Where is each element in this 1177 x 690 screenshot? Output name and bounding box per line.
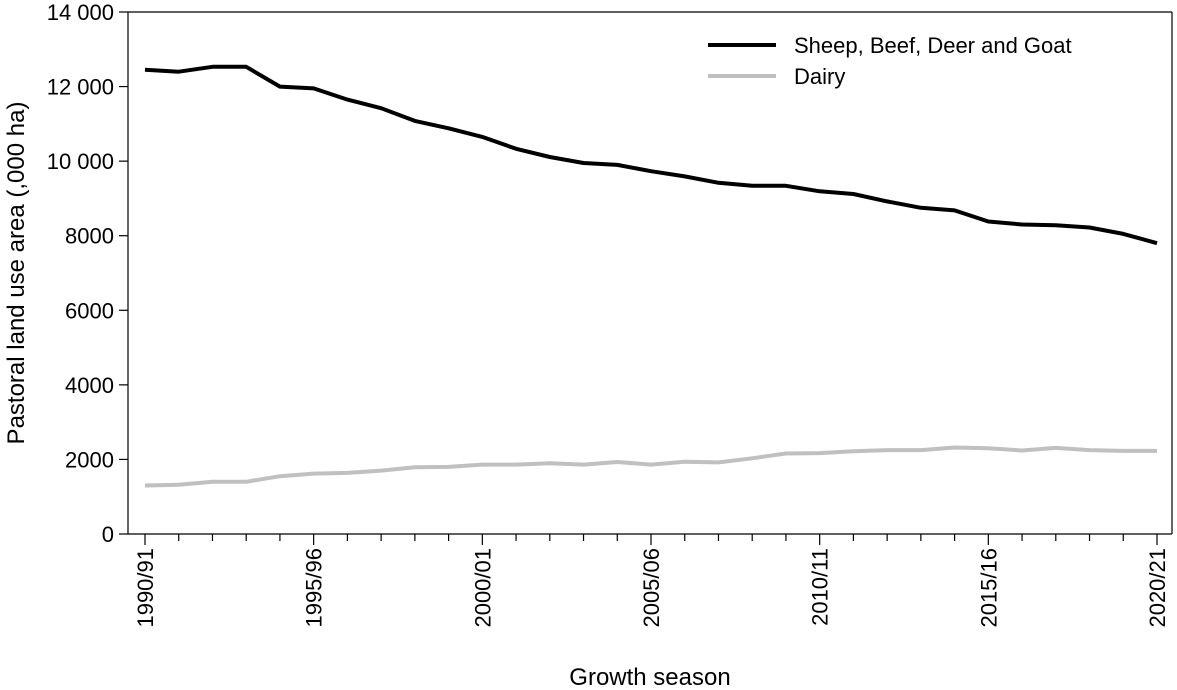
x-tick-label: 1990/91 bbox=[133, 548, 158, 628]
x-tick-label: 2020/21 bbox=[1145, 548, 1170, 628]
y-axis-title: Pastoral land use area (,000 ha) bbox=[3, 102, 30, 445]
x-tick-label: 2000/01 bbox=[470, 548, 495, 628]
legend: Sheep, Beef, Deer and Goat Dairy bbox=[708, 33, 1072, 89]
x-tick-label: 2010/11 bbox=[808, 548, 833, 626]
series-line-sheep-beef-deer-and-goat bbox=[144, 64, 1158, 246]
legend-label-dairy: Dairy bbox=[794, 64, 845, 89]
y-tick-label: 14 000 bbox=[47, 0, 114, 25]
x-tick-label: 1995/96 bbox=[302, 548, 327, 628]
y-tick-label: 4000 bbox=[65, 373, 114, 398]
x-axis-title: Growth season bbox=[569, 664, 730, 690]
x-tick-label: 2005/06 bbox=[639, 548, 664, 628]
plot-area bbox=[144, 64, 1158, 488]
y-tick-label: 0 bbox=[102, 522, 114, 547]
y-tick-label: 8000 bbox=[65, 224, 114, 249]
x-axis: 1990/91 1995/96 2000/01 2005/06 2010/11 2015/… bbox=[128, 11, 1173, 628]
legend-label-sheep-beef-deer-and-goat: Sheep, Beef, Deer and Goat bbox=[794, 33, 1072, 58]
y-tick-label: 6000 bbox=[65, 298, 114, 323]
y-tick-label: 10 000 bbox=[47, 149, 114, 174]
y-axis: 0 2000 4000 6000 8000 10 000 12 000 14 000 bbox=[47, 0, 129, 547]
y-tick-label: 2000 bbox=[65, 447, 114, 472]
y-tick-label: 12 000 bbox=[47, 75, 114, 100]
series-line-dairy bbox=[144, 445, 1157, 488]
x-tick-label: 2015/16 bbox=[976, 548, 1001, 628]
